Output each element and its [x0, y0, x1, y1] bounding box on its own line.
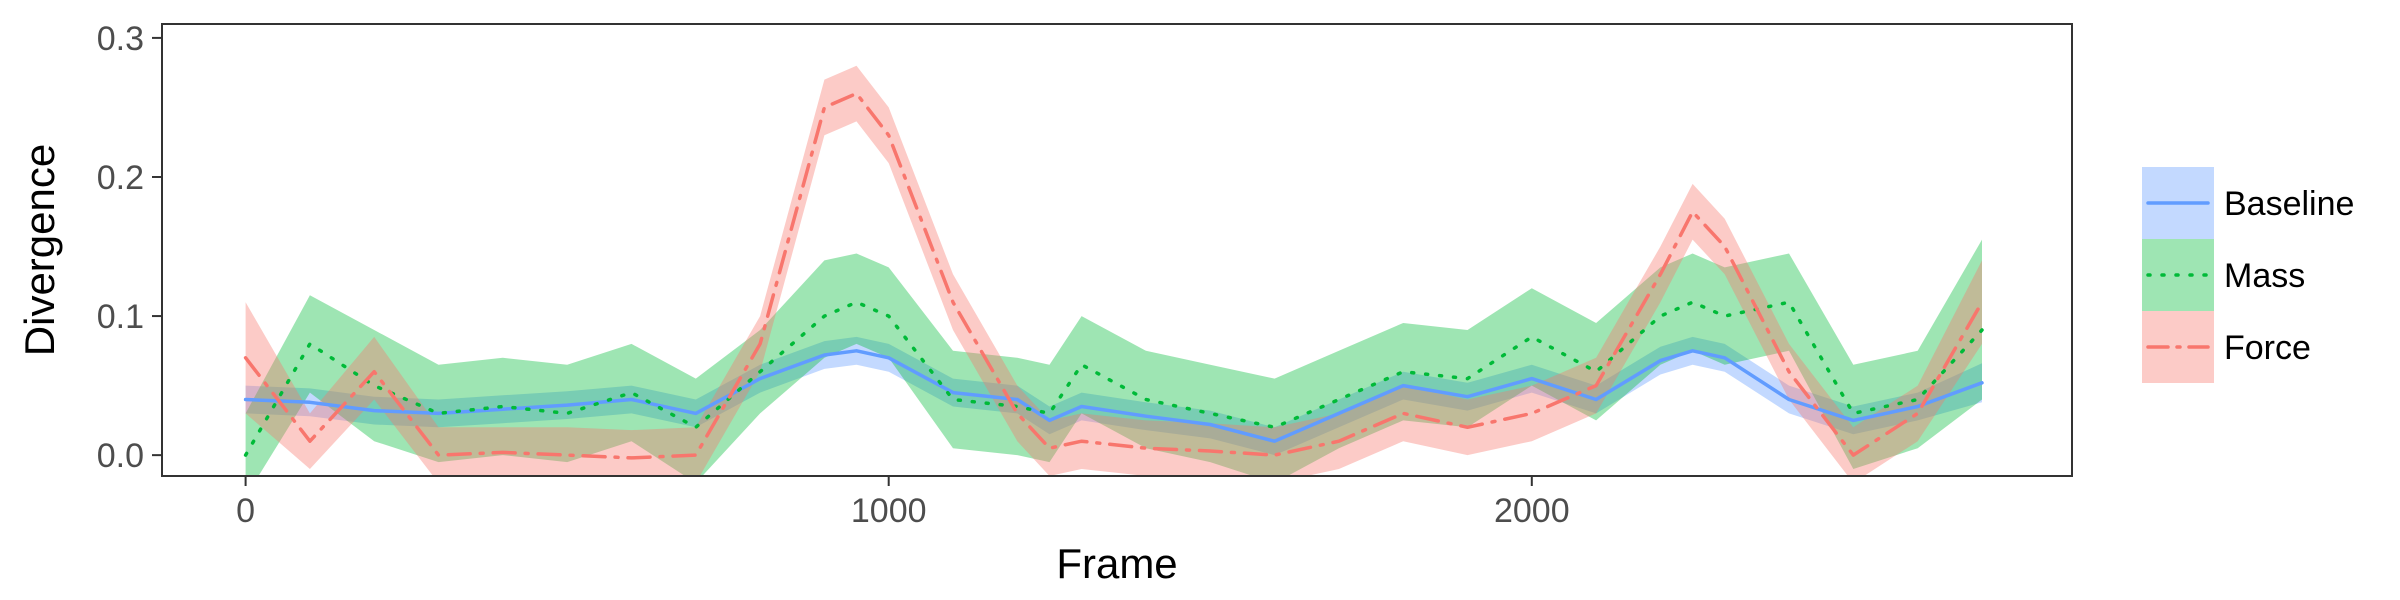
y-tick-label: 0.3 [97, 20, 144, 58]
x-tick-label: 0 [236, 492, 255, 530]
x-tick-label: 1000 [851, 492, 927, 530]
legend: Baseline Mass Force [2142, 167, 2354, 383]
legend-item-force: Force [2142, 311, 2311, 383]
mass-ribbon [245, 239, 1982, 476]
legend-label: Mass [2224, 257, 2305, 295]
confidence-ribbons [245, 65, 1983, 476]
mass-line [243, 300, 1984, 457]
legend-label: Baseline [2224, 185, 2354, 223]
x-axis: 0 1000 2000 [236, 476, 1570, 530]
baseline-ribbon [245, 336, 1983, 456]
force-line [243, 91, 1984, 460]
y-tick-label: 0.2 [97, 159, 144, 197]
baseline-line [243, 349, 1984, 443]
y-axis: 0.0 0.1 0.2 0.3 [97, 20, 162, 475]
y-tick-label: 0.1 [97, 298, 144, 336]
plot-panel-border [161, 23, 2073, 477]
legend-item-mass: Mass [2142, 239, 2305, 311]
y-axis-title: Divergence [16, 144, 63, 356]
y-tick-label: 0.0 [97, 437, 144, 475]
x-axis-title: Frame [1056, 540, 1177, 587]
legend-item-baseline: Baseline [2142, 167, 2354, 239]
legend-label: Force [2224, 329, 2311, 367]
series-lines [243, 91, 1984, 460]
x-tick-label: 2000 [1494, 492, 1570, 530]
force-ribbon [245, 65, 1982, 476]
